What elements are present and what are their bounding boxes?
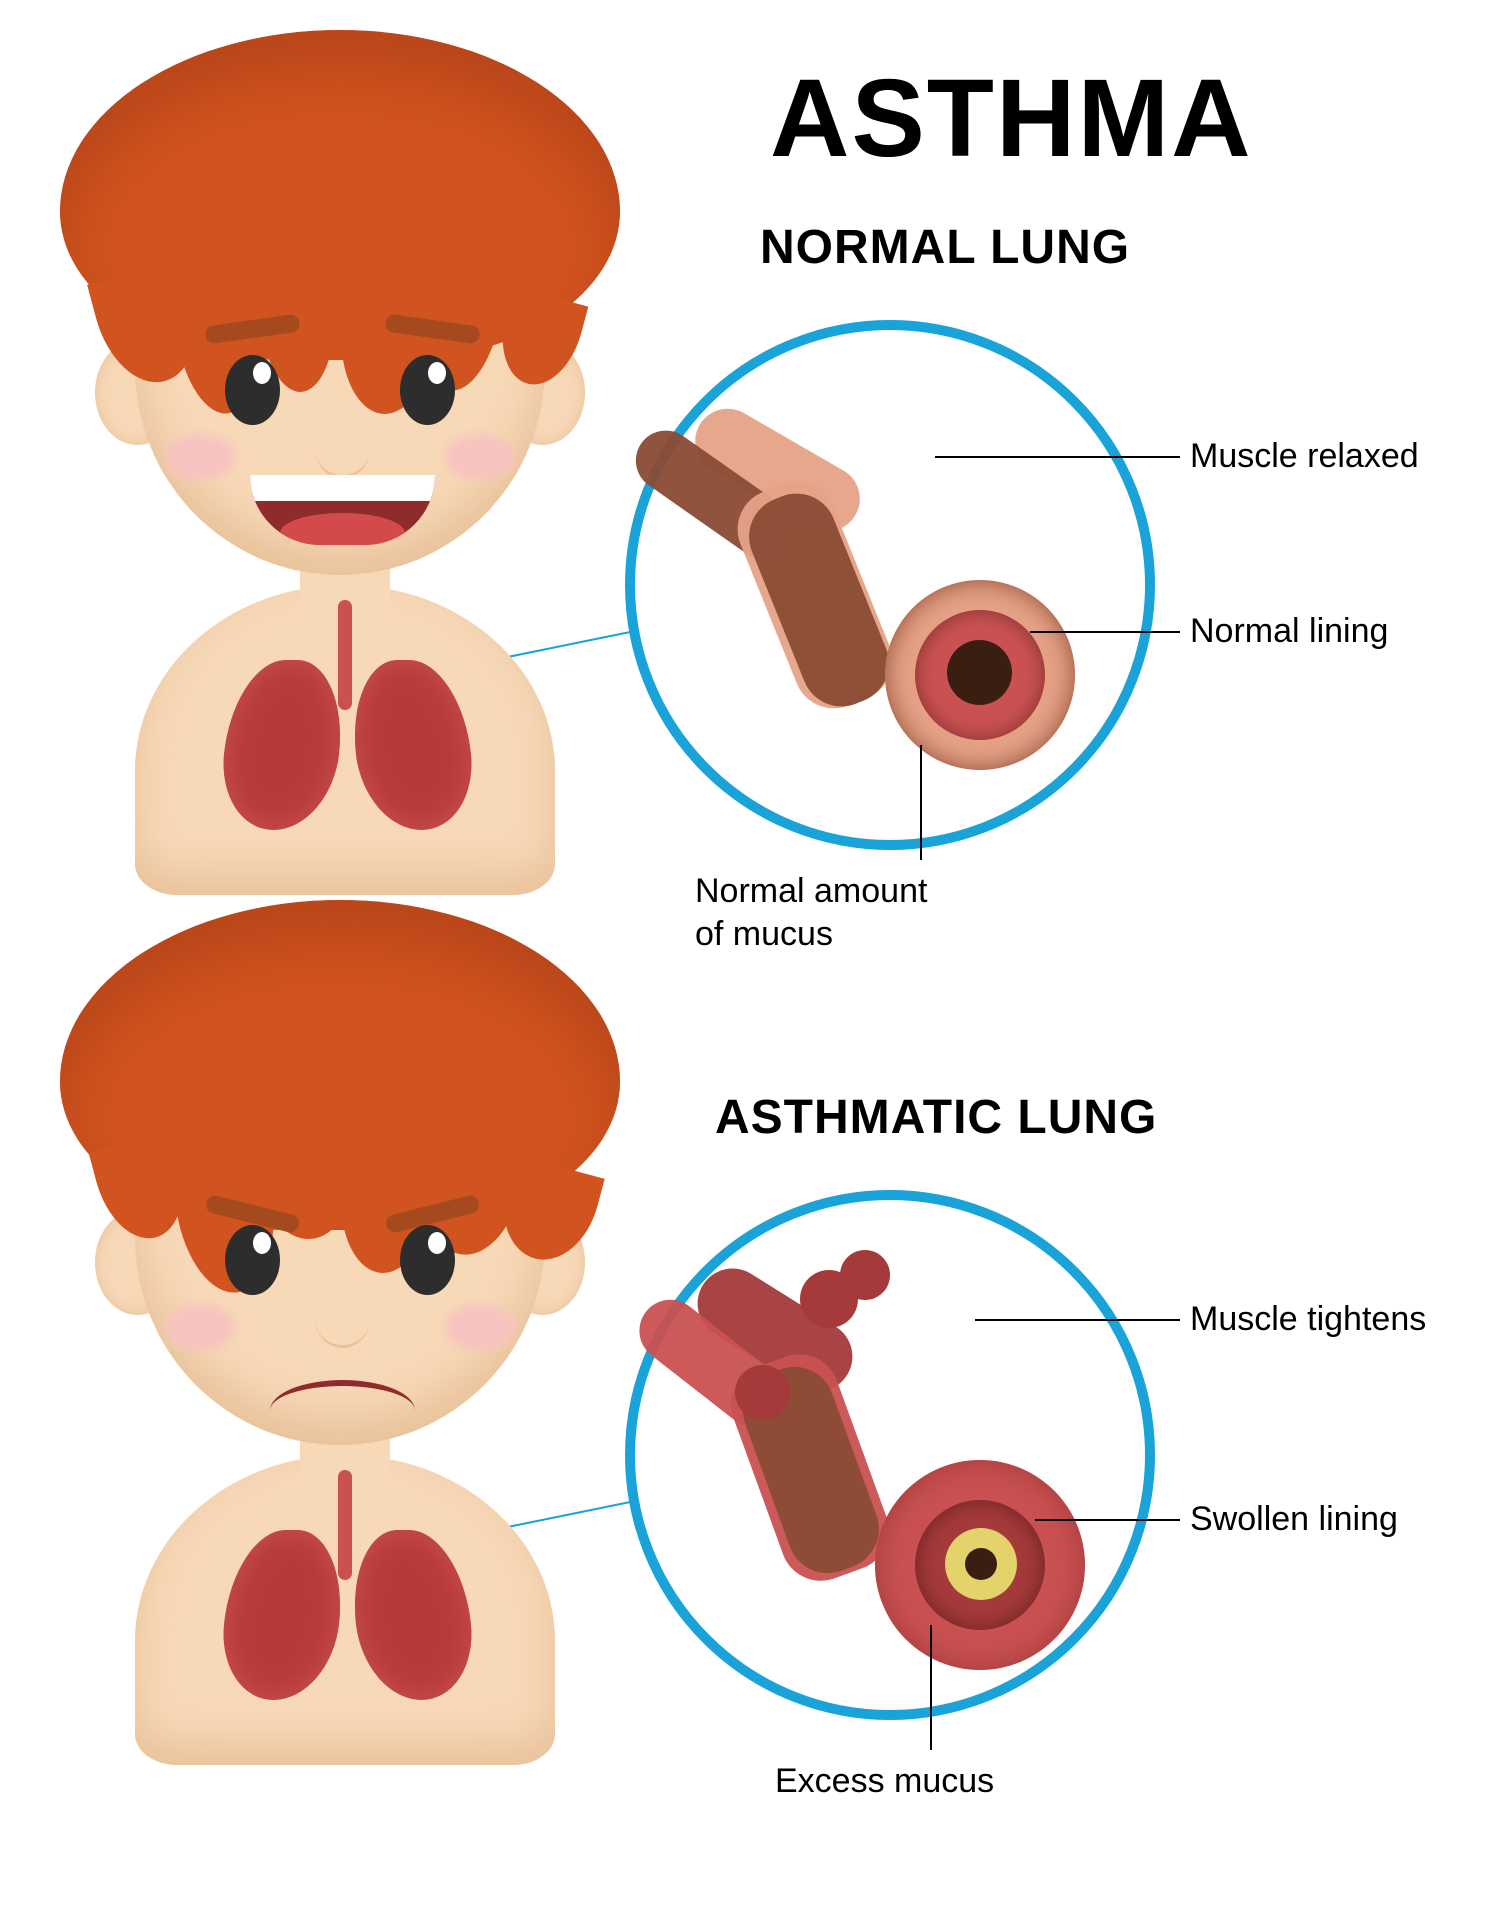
asthmatic-label-stem-2 (930, 1625, 932, 1750)
normal-label-muscle: Muscle relaxed (1190, 435, 1419, 478)
normal-label-lining: Normal lining (1190, 610, 1388, 653)
normal-airway-illustration (625, 320, 1135, 830)
asthmatic-label-line-1 (1035, 1519, 1180, 1521)
normal-label-stem-2 (920, 745, 922, 860)
page-title: ASTHMA (770, 55, 1253, 182)
asthmatic-label-line-0 (975, 1319, 1180, 1321)
asthmatic-label-muscle: Muscle tightens (1190, 1298, 1426, 1341)
normal-subtitle: NORMAL LUNG (760, 220, 1130, 275)
normal-label-mucus: Normal amount of mucus (695, 870, 927, 955)
asthmatic-airway-illustration (625, 1190, 1135, 1700)
asthmatic-label-lining: Swollen lining (1190, 1498, 1398, 1541)
normal-label-line-1 (1030, 631, 1180, 633)
asthmatic-subtitle: ASTHMATIC LUNG (715, 1090, 1157, 1145)
normal-label-line-0 (935, 456, 1180, 458)
asthmatic-label-mucus: Excess mucus (775, 1760, 994, 1803)
child-asthmatic (40, 910, 640, 1760)
child-normal (40, 40, 640, 890)
